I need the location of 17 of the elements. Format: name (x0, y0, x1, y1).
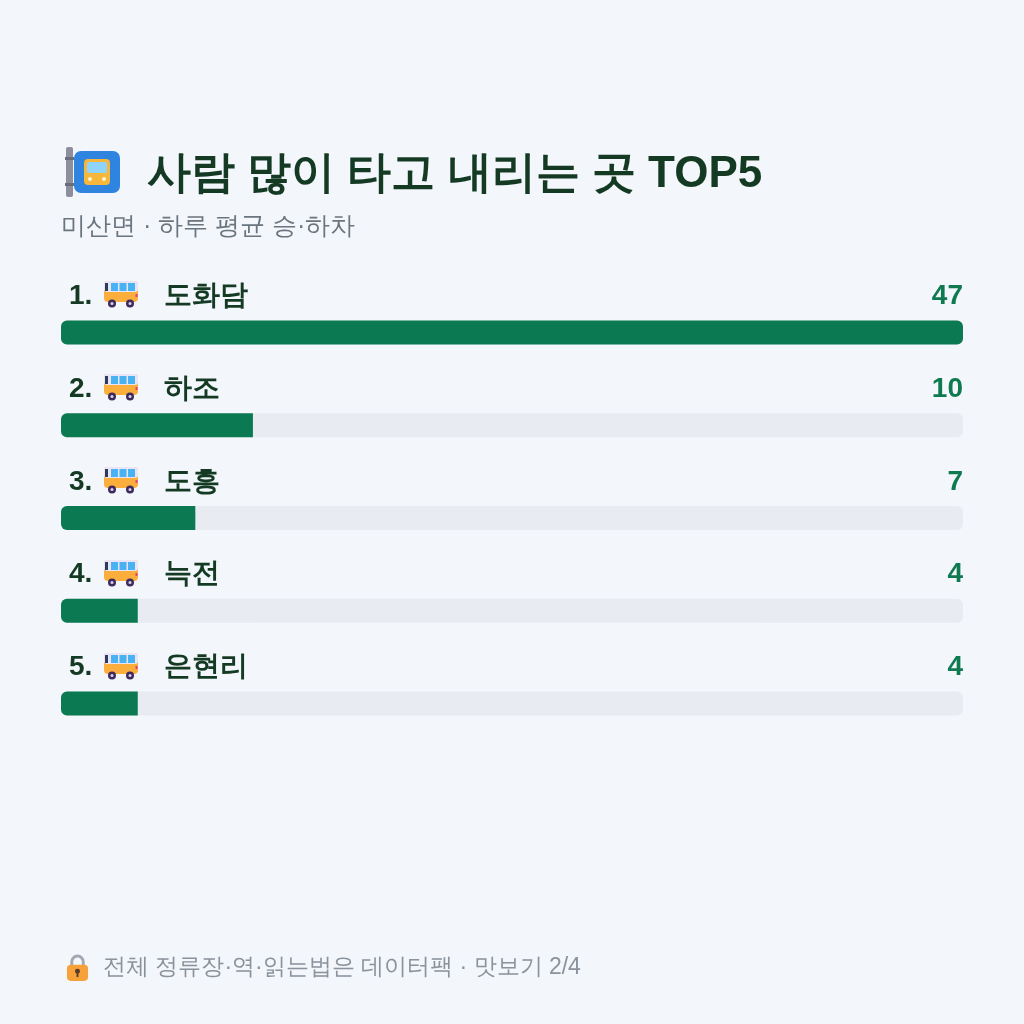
category-label: 4. 늑전 (69, 557, 220, 589)
chart-subtitle: 미산면 · 하루 평균 승·하차 (61, 210, 356, 241)
category-label: 1. 도화담 (69, 278, 248, 310)
bar (61, 691, 138, 716)
data-label: 4 (947, 650, 964, 682)
bar (61, 506, 196, 530)
category-label: 2. 하조 (69, 371, 220, 403)
text: 전체 정류장·역·읽는법은 데이터팩 · 맛보기 2/4 (103, 952, 581, 981)
category-label: 5. 은현리 (69, 650, 248, 682)
data-label: 4 (947, 557, 964, 589)
data-label: 10 (931, 371, 963, 403)
bar (61, 413, 253, 438)
chart-title: 사람 많이 타고 내리는 곳 TOP5 (147, 146, 763, 198)
bar (61, 598, 138, 623)
data-label: 7 (947, 464, 963, 496)
data-label: 47 (931, 278, 963, 310)
category-label: 3. 도흥 (69, 464, 220, 496)
